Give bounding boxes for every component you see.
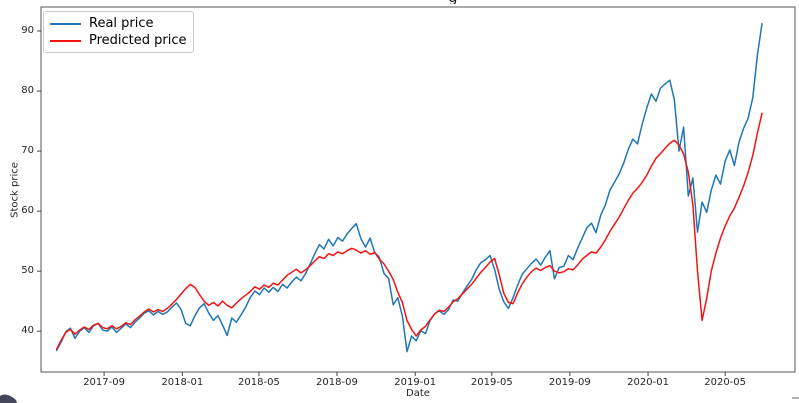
y-tick-label: 70 xyxy=(21,145,34,157)
x-tick-label: 2019-09 xyxy=(548,377,591,388)
x-tick-label: 2020-01 xyxy=(627,377,669,388)
real-price-line-sample xyxy=(50,22,81,25)
legend-entry-predicted-price: Predicted price xyxy=(50,32,187,49)
predicted-price-line xyxy=(55,112,763,350)
x-tick-label: 2019-05 xyxy=(470,377,513,388)
x-tick-label: 2019-01 xyxy=(394,377,437,388)
clipped-title-fragment: g xyxy=(446,0,468,4)
axes-spines xyxy=(40,6,796,373)
x-tick-label: 2018-05 xyxy=(238,377,280,388)
y-tick-label: 50 xyxy=(21,265,34,277)
clipped-title-glyph: g xyxy=(448,0,458,4)
x-tick-label: 2018-09 xyxy=(316,377,358,388)
y-tick-label: 80 xyxy=(21,85,34,97)
predicted-price-line-sample xyxy=(50,39,81,42)
legend-label-real-price: Real price xyxy=(89,15,154,31)
legend: Real price Predicted price xyxy=(43,11,194,53)
mouse-cursor-icon xyxy=(0,394,17,403)
y-tick-label: 90 xyxy=(21,25,34,36)
legend-entry-real-price: Real price xyxy=(50,15,187,32)
corner-artifact xyxy=(792,397,799,399)
x-axis-label: Date xyxy=(406,388,430,399)
real-price-line xyxy=(55,23,763,353)
y-tick-label: 60 xyxy=(21,205,34,217)
legend-label-predicted-price: Predicted price xyxy=(89,32,187,48)
x-tick-label: 2017-09 xyxy=(83,377,125,388)
x-tick-label: 2018-01 xyxy=(161,377,204,388)
y-tick-label: 40 xyxy=(21,325,34,337)
x-tick-label: 2020-05 xyxy=(704,377,747,388)
